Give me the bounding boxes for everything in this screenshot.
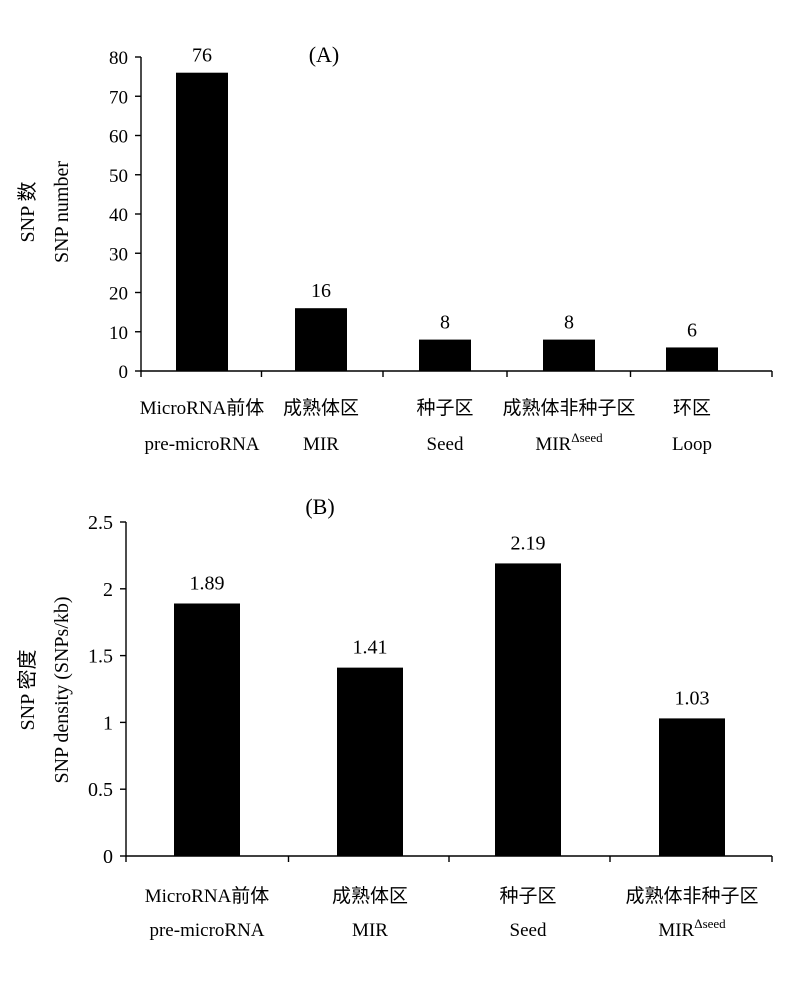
bar: [495, 563, 561, 856]
y-tick-label: 0.5: [88, 779, 113, 801]
y-tick-label: 60: [109, 127, 128, 148]
data-label: 76: [192, 45, 212, 67]
y-tick-label: 2.5: [88, 512, 113, 534]
bar: [174, 603, 240, 856]
data-label: 2.19: [511, 532, 546, 554]
category-label: 种子区: [499, 885, 556, 907]
y-tick-label: 2: [103, 579, 113, 601]
category-label: 成熟体区: [283, 397, 359, 419]
chart-panel-b: [120, 521, 773, 862]
category-label-english: Seed: [510, 920, 547, 941]
category-label-english: MIRΔseed: [658, 916, 726, 941]
y-axis-title: SNP number: [51, 161, 73, 263]
y-axis-title: SNP 数: [16, 182, 39, 243]
y-tick-label: 70: [109, 87, 128, 108]
data-label: 1.41: [353, 637, 388, 659]
bar: [659, 718, 725, 856]
y-tick-label: 30: [109, 244, 128, 265]
y-tick-label: 50: [109, 166, 128, 187]
category-label: 成熟体非种子区: [625, 885, 758, 907]
category-label-english: MIR: [303, 434, 339, 455]
bar: [666, 347, 718, 371]
category-label-superscript: Δseed: [571, 430, 603, 445]
category-label-english: MIRΔseed: [535, 430, 603, 455]
category-label-english: pre-microRNA: [144, 434, 259, 455]
category-label-english: MIR: [352, 920, 388, 941]
category-label: 成熟体非种子区: [502, 397, 635, 419]
category-label-superscript: Δseed: [694, 916, 726, 931]
panel-label: (A): [309, 42, 340, 67]
category-label: MicroRNA前体: [140, 397, 265, 419]
data-label: 16: [311, 280, 331, 302]
category-label: 成熟体区: [332, 885, 408, 907]
y-axis-title: SNP 密度: [16, 650, 39, 731]
bar: [295, 308, 347, 371]
y-tick-label: 80: [109, 48, 128, 69]
y-tick-label: 0: [119, 362, 129, 383]
category-label: 种子区: [416, 397, 473, 419]
y-tick-label: 20: [109, 284, 128, 305]
y-tick-label: 1: [103, 712, 113, 734]
y-tick-label: 1.5: [88, 646, 113, 668]
y-tick-label: 40: [109, 205, 128, 226]
data-label: 8: [564, 312, 574, 334]
chart-panel-a: [135, 56, 773, 377]
y-tick-label: 0: [103, 846, 113, 868]
bar: [176, 72, 228, 371]
data-label: 8: [440, 312, 450, 334]
data-label: 1.03: [675, 687, 710, 709]
bar: [337, 667, 403, 856]
bar: [419, 339, 471, 371]
data-label: 6: [687, 319, 697, 341]
category-label: MicroRNA前体: [145, 885, 270, 907]
category-label-english: Seed: [427, 434, 464, 455]
category-label: 环区: [673, 398, 711, 419]
panel-label: (B): [305, 494, 334, 519]
y-axis-title: SNP density (SNPs/kb): [51, 596, 73, 783]
category-label-english: Loop: [672, 434, 712, 455]
y-tick-label: 10: [109, 323, 128, 344]
data-label: 1.89: [190, 572, 225, 594]
category-label-english: pre-microRNA: [149, 920, 264, 941]
bar: [543, 339, 595, 371]
